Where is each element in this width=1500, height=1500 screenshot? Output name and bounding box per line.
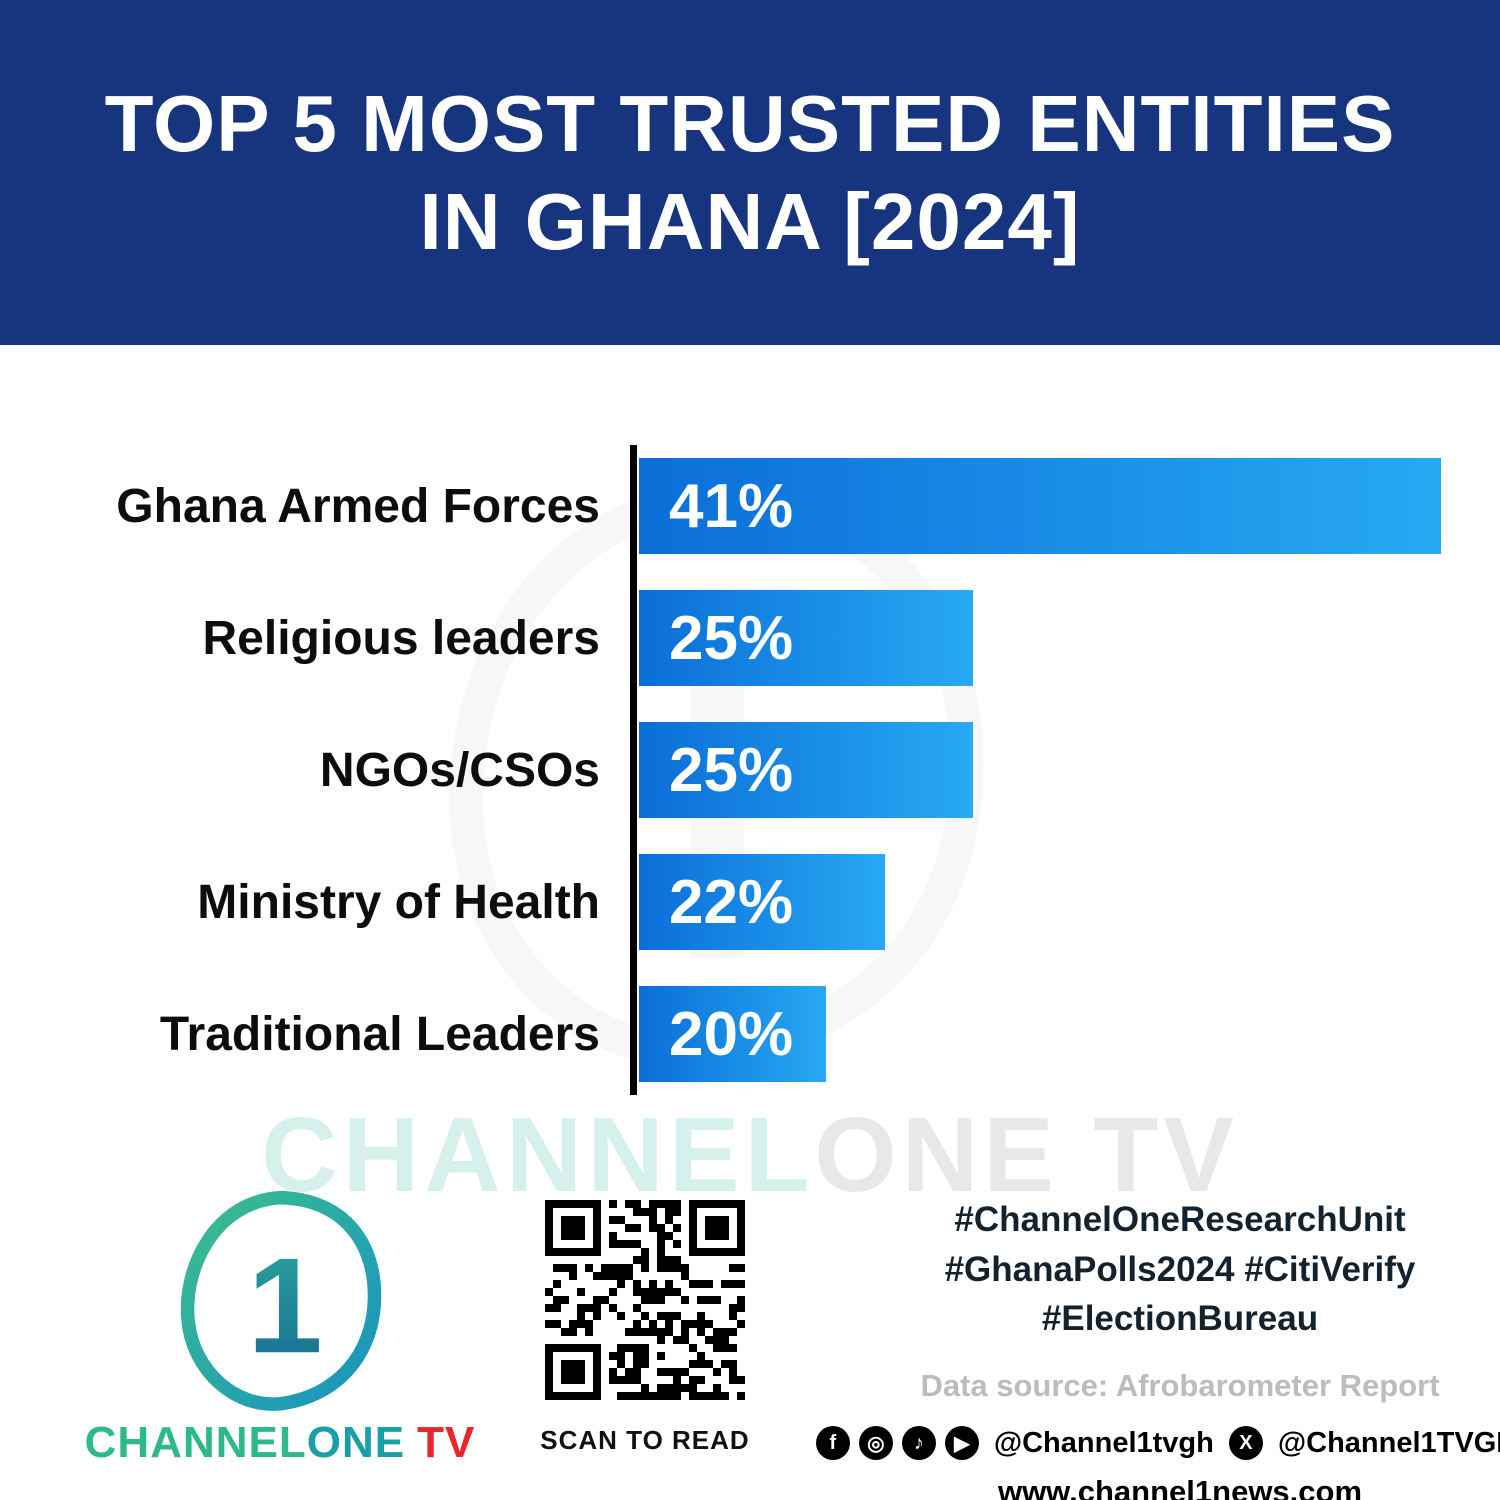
bar-rows: Ghana Armed Forces 41% Religious leaders 25… (0, 458, 1500, 1082)
bar: 41% (639, 458, 1441, 554)
category-label: Traditional Leaders (159, 1007, 600, 1061)
hashtag-line-2: #GhanaPolls2024 #CitiVerify (944, 1249, 1416, 1289)
category-label: Ministry of Health (197, 875, 600, 929)
page-title-line1: TOP 5 MOST TRUSTED ENTITIES (104, 78, 1396, 168)
category-label: NGOs/CSOs (319, 743, 600, 797)
bar-row: Traditional Leaders 20% (0, 986, 1500, 1082)
youtube-icon: ▶ (944, 1426, 979, 1461)
brand-tv: TV (417, 1418, 476, 1467)
hashtag-line-3: #ElectionBureau (1041, 1299, 1319, 1339)
bar: 22% (639, 854, 885, 950)
chart-axis (630, 445, 637, 1095)
value-label: 25% (669, 735, 794, 805)
social-handle-2: @Channel1TVGHA (1277, 1426, 1500, 1459)
social-handle-1: @Channel1tvgh (993, 1426, 1214, 1459)
bar-row: NGOs/CSOs 25% (0, 722, 1500, 818)
category-label: Ghana Armed Forces (116, 479, 600, 533)
brand-channel: CHANNEL (84, 1418, 307, 1467)
instagram-icon: ◎ (858, 1426, 893, 1461)
category-label: Religious leaders (202, 611, 600, 665)
value-label: 22% (669, 867, 794, 937)
bar: 25% (639, 590, 973, 686)
value-label: 41% (669, 471, 794, 541)
value-label: 20% (669, 999, 794, 1069)
footer-info: #ChannelOneResearchUnit #GhanaPolls2024 … (815, 1195, 1500, 1500)
qr-caption: SCAN TO READ (540, 1425, 750, 1455)
qr-code (545, 1200, 745, 1400)
website-url: www.channel1news.com (997, 1474, 1363, 1500)
logo-numeral: 1 (247, 1229, 322, 1381)
social-row: f ◎ ♪ ▶ @Channel1tvgh X @Channel1TVGHA (815, 1426, 1500, 1461)
page-title-line2: IN GHANA [2024] (419, 176, 1081, 266)
bar: 25% (639, 722, 973, 818)
brand-wordmark: CHANNELONE TV (60, 1418, 500, 1468)
data-source: Data source: Afrobarometer Report (920, 1368, 1440, 1404)
bar-row: Religious leaders 25% (0, 590, 1500, 686)
header-banner: TOP 5 MOST TRUSTED ENTITIES IN GHANA [20… (0, 0, 1500, 345)
facebook-icon: f (815, 1426, 850, 1461)
brand-one: ONE (306, 1418, 406, 1467)
x-icon: X (1228, 1426, 1263, 1461)
hashtag-line-1: #ChannelOneResearchUnit (954, 1200, 1406, 1239)
channel-one-logo: 1 (180, 1190, 382, 1411)
bar: 20% (639, 986, 826, 1082)
bar-row: Ministry of Health 22% (0, 854, 1500, 950)
value-label: 25% (669, 603, 794, 673)
tiktok-icon: ♪ (901, 1426, 936, 1461)
bar-row: Ghana Armed Forces 41% (0, 458, 1500, 554)
bar-chart: Ghana Armed Forces 41% Religious leaders 25… (0, 445, 1500, 1118)
